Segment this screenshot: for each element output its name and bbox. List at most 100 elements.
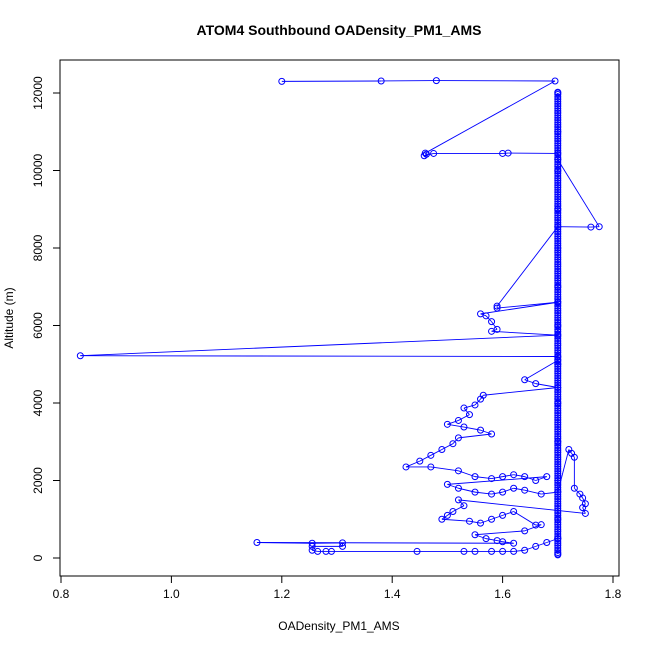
series-segment	[535, 383, 558, 388]
data-point	[554, 463, 562, 471]
data-point	[554, 504, 562, 512]
data-point	[499, 538, 507, 546]
data-point	[579, 504, 587, 512]
data-point	[554, 105, 562, 112]
data-point	[521, 546, 529, 554]
data-point	[554, 309, 562, 317]
data-point	[554, 221, 562, 229]
series-segment	[474, 530, 525, 536]
series-segment	[524, 359, 559, 381]
data-point	[460, 423, 468, 431]
data-point	[537, 490, 545, 498]
data-point	[554, 121, 562, 129]
series-segment	[463, 407, 470, 415]
data-point	[449, 508, 457, 515]
data-point	[554, 518, 562, 526]
data-point	[339, 539, 347, 547]
data-point	[554, 546, 562, 554]
y-tick-label: 0	[31, 554, 45, 561]
data-point	[427, 463, 435, 471]
data-point	[454, 434, 462, 442]
data-point	[488, 475, 496, 483]
data-point	[532, 542, 540, 550]
data-point	[554, 395, 562, 403]
data-point	[554, 515, 562, 523]
data-point	[554, 470, 562, 478]
data-point	[554, 256, 562, 264]
data-point	[554, 100, 562, 108]
series-segment	[491, 476, 503, 480]
series-segment	[425, 80, 556, 154]
series-segment	[579, 493, 584, 499]
data-point	[554, 137, 562, 145]
y-tick-label: 4000	[31, 389, 45, 416]
data-point	[554, 381, 562, 389]
data-point	[339, 542, 347, 550]
data-point	[554, 265, 562, 273]
data-point	[554, 209, 562, 217]
data-point	[554, 270, 562, 278]
data-point	[493, 304, 501, 312]
data-point	[554, 388, 562, 396]
data-point	[570, 484, 578, 492]
data-point	[554, 153, 562, 161]
series-segment	[447, 476, 547, 485]
data-point	[554, 114, 562, 122]
data-point	[554, 135, 562, 143]
data-point	[554, 125, 562, 133]
data-point	[554, 316, 562, 324]
data-point	[554, 158, 562, 166]
data-point	[554, 379, 562, 387]
data-point	[554, 102, 562, 110]
series-segment	[524, 379, 536, 385]
data-point	[554, 390, 562, 398]
data-point	[510, 508, 518, 515]
series-segment	[441, 518, 470, 522]
data-point	[482, 535, 490, 543]
data-point	[554, 242, 562, 250]
series-segment	[557, 159, 600, 227]
data-point	[554, 525, 562, 533]
series-segment	[502, 511, 514, 516]
data-point	[471, 401, 479, 409]
data-point	[554, 402, 562, 410]
data-point	[510, 547, 518, 555]
series-segment	[513, 474, 525, 478]
series-segment	[502, 487, 514, 493]
data-point	[554, 107, 562, 115]
data-point	[499, 511, 507, 519]
data-point	[521, 376, 529, 384]
data-point	[587, 223, 595, 231]
data-point	[554, 528, 562, 536]
data-point	[454, 467, 462, 475]
data-point	[554, 331, 562, 339]
data-point	[554, 163, 562, 171]
series-segment	[502, 474, 514, 478]
data-point	[554, 193, 562, 201]
data-point	[327, 547, 335, 555]
series-segment	[458, 499, 465, 506]
data-point	[554, 418, 562, 426]
data-point	[443, 480, 451, 488]
data-point	[554, 500, 562, 508]
data-point	[554, 456, 562, 464]
data-point	[554, 116, 562, 124]
data-point	[554, 451, 562, 459]
data-point	[554, 214, 562, 222]
y-tick-label: 8000	[31, 234, 45, 261]
data-point	[488, 515, 496, 523]
data-point	[554, 435, 562, 443]
series-segment	[491, 491, 503, 495]
data-point	[471, 547, 479, 555]
series-segment	[80, 334, 558, 357]
data-point	[554, 532, 562, 540]
data-point	[554, 542, 562, 550]
series-segment	[483, 387, 558, 396]
data-point	[554, 530, 562, 538]
data-point	[554, 144, 562, 152]
series-segment	[447, 420, 459, 425]
data-point	[554, 260, 562, 268]
data-point	[554, 539, 562, 547]
data-point	[554, 302, 562, 310]
data-point	[510, 484, 518, 492]
